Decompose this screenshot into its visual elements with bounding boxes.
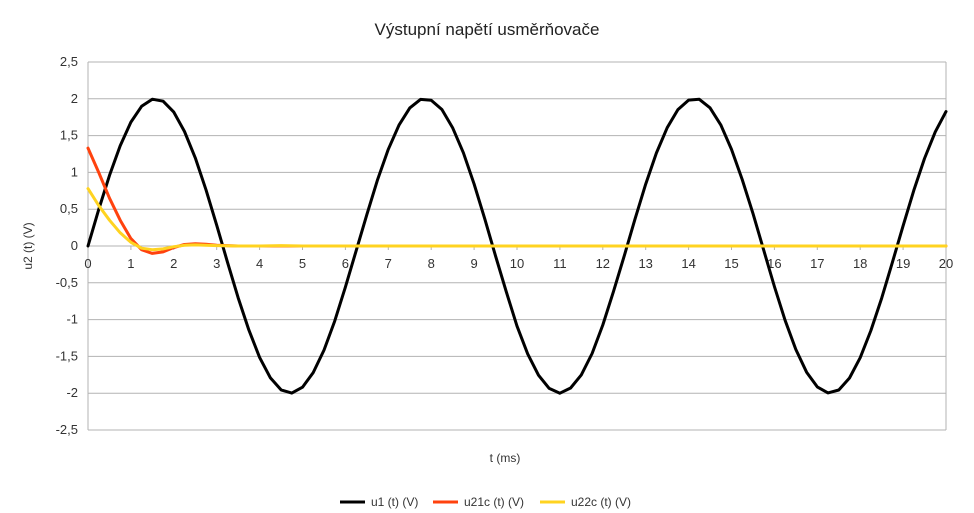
y-tick-label: -1,5 xyxy=(56,348,78,363)
series-line-1 xyxy=(86,97,948,395)
y-tick-label: 2,5 xyxy=(60,54,78,69)
x-tick-label: 15 xyxy=(724,256,738,271)
x-tick-label: 19 xyxy=(896,256,910,271)
x-axis-ticks: 0 1 2 3 4 5 6 7 8 9 10 11 12 13 14 15 16 17 18 19 20 xyxy=(84,246,953,271)
x-tick-label: 6 xyxy=(342,256,349,271)
x-tick-label: 7 xyxy=(385,256,392,271)
y-tick-label: -0,5 xyxy=(56,275,78,290)
legend-label: u1 (t) (V) xyxy=(371,495,418,509)
x-tick-label: 14 xyxy=(681,256,695,271)
y-axis-ticks: 2,5 2 1,5 1 0,5 0 -0,5 -1 -1,5 -2 -2,5 xyxy=(56,54,78,437)
x-tick-label: 2 xyxy=(170,256,177,271)
x-tick-label: 0 xyxy=(84,256,91,271)
x-tick-label: 4 xyxy=(256,256,263,271)
y-tick-label: 2 xyxy=(71,91,78,106)
x-tick-label: 1 xyxy=(127,256,134,271)
y-tick-label: 1,5 xyxy=(60,128,78,143)
plot-area xyxy=(86,97,948,395)
x-axis-label: t (ms) xyxy=(490,451,521,465)
y-axis-label: u2 (t) (V) xyxy=(21,222,35,269)
series-line-2 xyxy=(86,146,948,255)
y-tick-label: 0 xyxy=(71,238,78,253)
x-tick-label: 13 xyxy=(638,256,652,271)
x-tick-label: 9 xyxy=(470,256,477,271)
legend: u1 (t) (V) u21c (t) (V) u22c (t) (V) xyxy=(340,495,631,509)
series-line-3 xyxy=(86,187,948,252)
x-tick-label: 16 xyxy=(767,256,781,271)
x-tick-label: 17 xyxy=(810,256,824,271)
legend-label: u22c (t) (V) xyxy=(571,495,631,509)
x-tick-label: 8 xyxy=(428,256,435,271)
y-tick-label: -2 xyxy=(66,385,78,400)
y-tick-label: -1 xyxy=(66,312,78,327)
y-tick-label: -2,5 xyxy=(56,422,78,437)
legend-label: u21c (t) (V) xyxy=(464,495,524,509)
chart-title: Výstupní napětí usměrňovače xyxy=(375,20,600,39)
x-tick-label: 20 xyxy=(939,256,953,271)
x-tick-label: 11 xyxy=(553,256,567,271)
y-tick-label: 0,5 xyxy=(60,201,78,216)
x-tick-label: 10 xyxy=(510,256,524,271)
y-tick-label: 1 xyxy=(71,164,78,179)
x-tick-label: 5 xyxy=(299,256,306,271)
x-tick-label: 3 xyxy=(213,256,220,271)
x-tick-label: 18 xyxy=(853,256,867,271)
x-tick-label: 12 xyxy=(596,256,610,271)
